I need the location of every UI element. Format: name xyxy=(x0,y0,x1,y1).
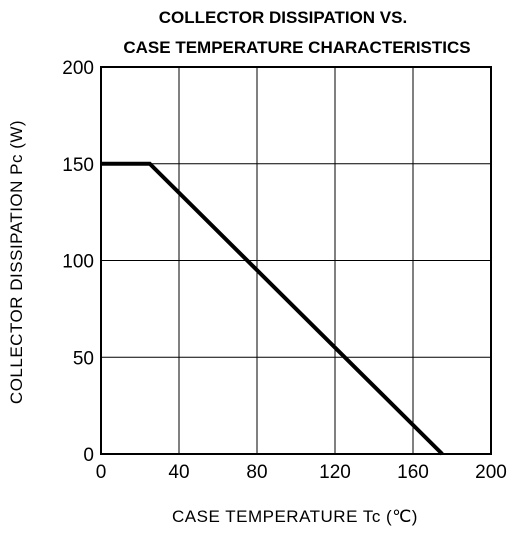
x-tick-label-0: 0 xyxy=(96,462,107,483)
x-tick-label-4: 160 xyxy=(397,462,429,483)
chart-title-line-2: CASE TEMPERATURE CHARACTERISTICS xyxy=(123,38,470,57)
x-tick-label-5: 200 xyxy=(475,462,507,483)
y-tick-label-1: 50 xyxy=(73,348,94,369)
plot-frame xyxy=(100,66,492,455)
series-line-0 xyxy=(101,161,444,456)
x-tick-label-3: 120 xyxy=(319,462,351,483)
y-axis-label: COLLECTOR DISSIPATION Pc (W) xyxy=(7,120,26,404)
x-tick-label-1: 40 xyxy=(168,462,189,483)
grid-lines xyxy=(101,67,491,454)
chart-title-line-1: COLLECTOR DISSIPATION VS. xyxy=(159,8,407,27)
x-tick-label-2: 80 xyxy=(246,462,267,483)
chart-title: COLLECTOR DISSIPATION VS. CASE TEMPERATU… xyxy=(123,8,470,57)
y-tick-label-4: 200 xyxy=(62,58,94,79)
y-tick-label-0: 0 xyxy=(83,445,94,466)
x-tick-labels: 0 40 80 120 160 200 xyxy=(96,462,507,483)
series-layer xyxy=(101,161,444,456)
y-tick-labels: 0 50 100 150 200 xyxy=(62,58,94,466)
y-tick-label-2: 100 xyxy=(62,252,94,273)
x-axis-label: CASE TEMPERATURE Tc (℃) xyxy=(172,507,418,526)
y-tick-label-3: 150 xyxy=(62,155,94,176)
